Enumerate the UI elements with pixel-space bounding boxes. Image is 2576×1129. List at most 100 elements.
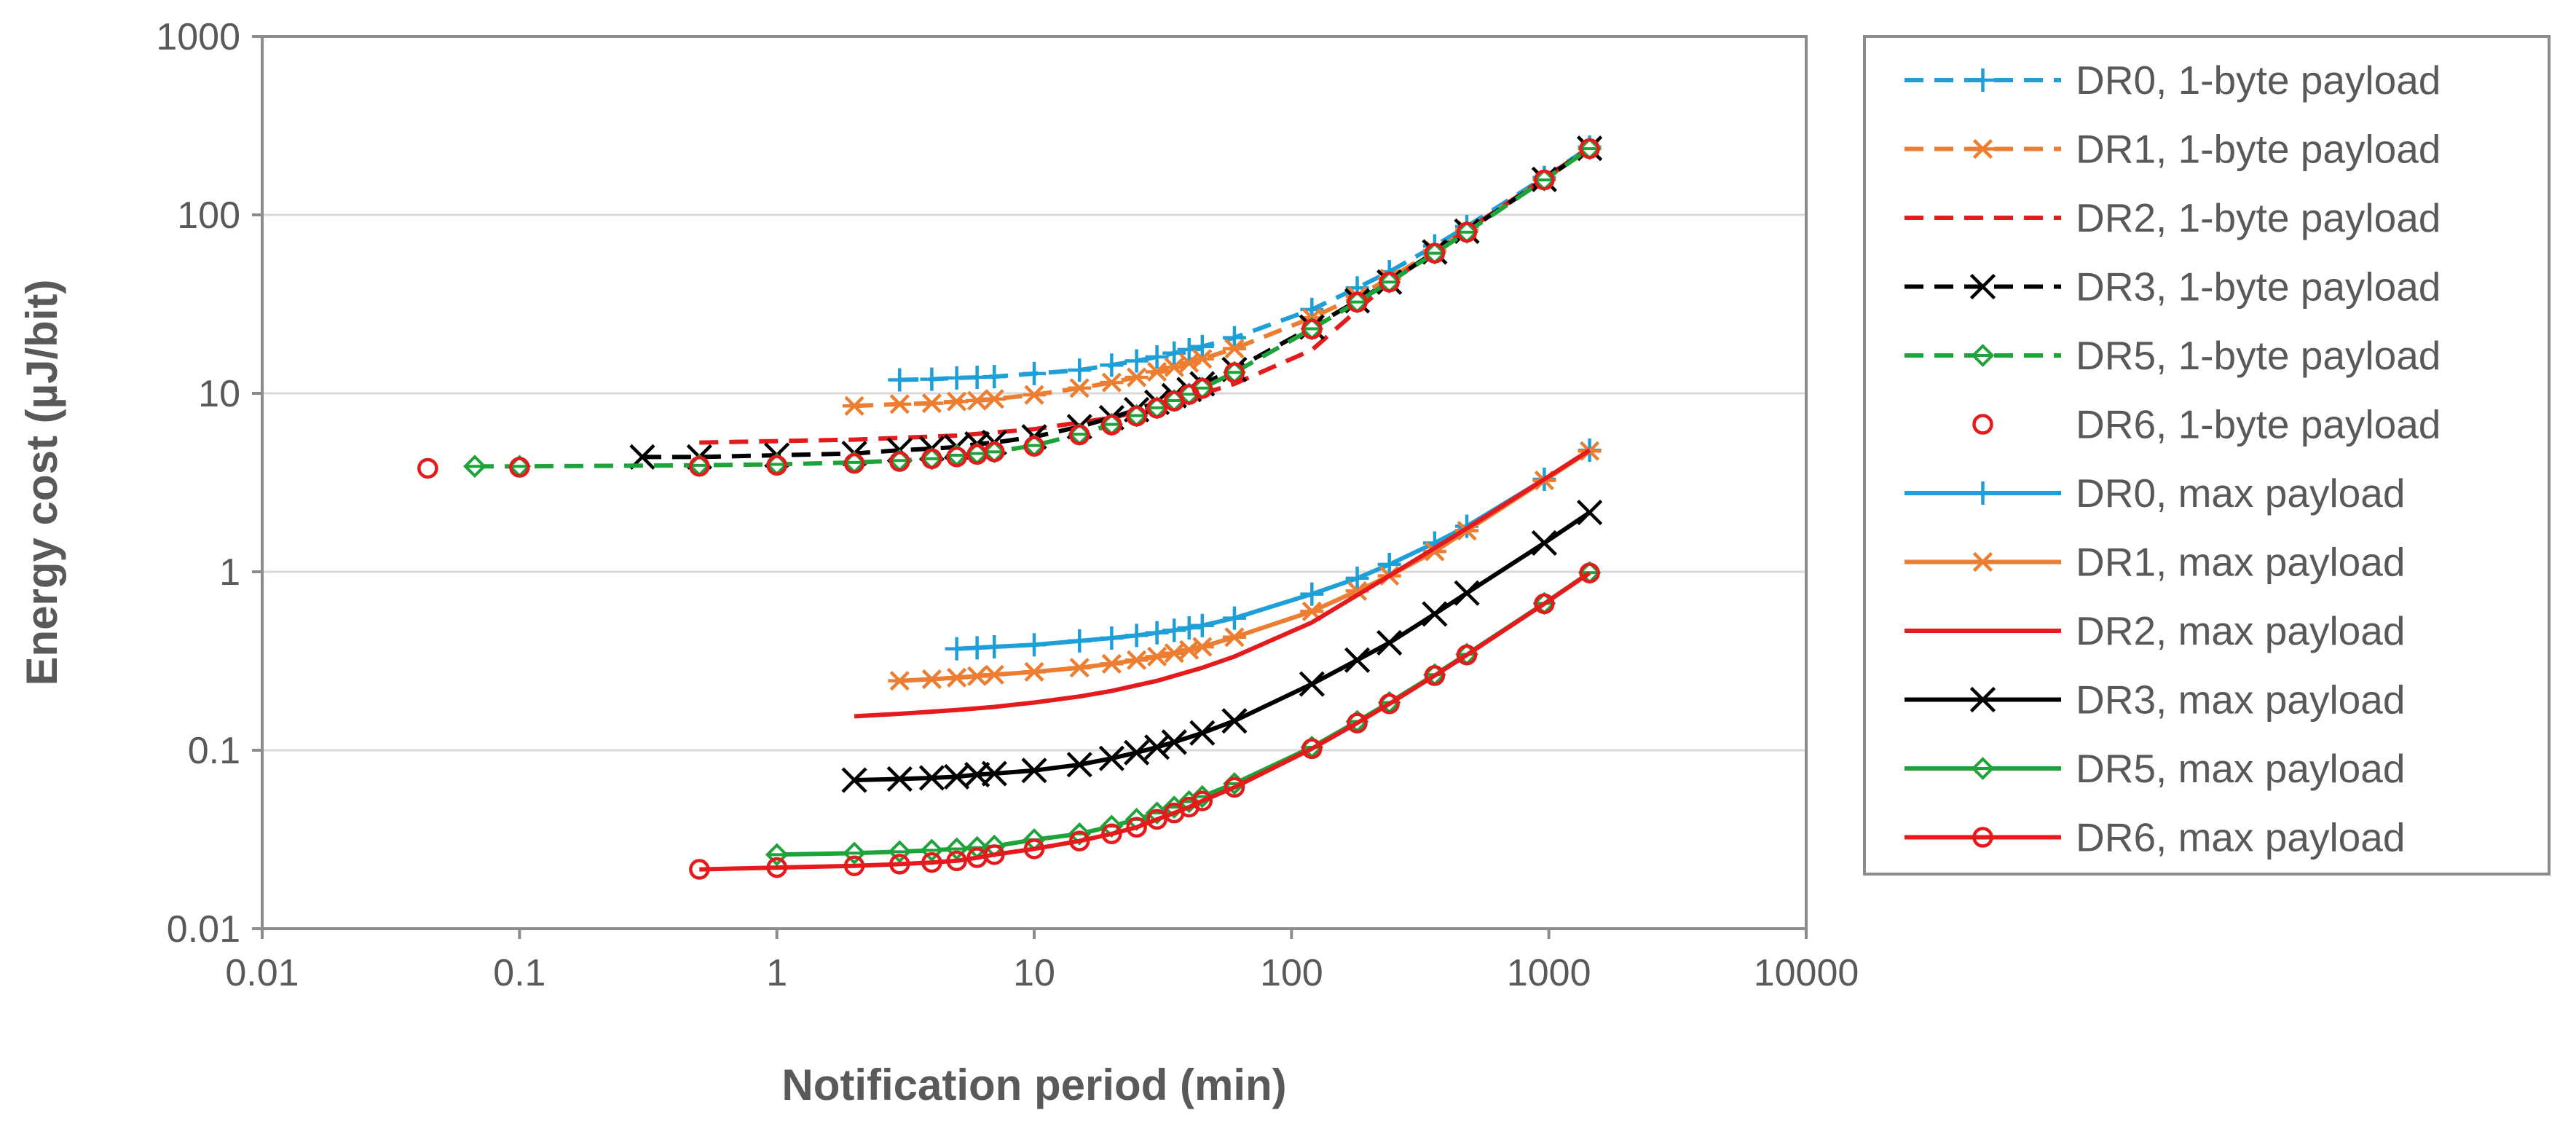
data-point: [945, 391, 969, 412]
data-point: [888, 840, 912, 864]
y-tick-label: 0.1: [188, 730, 240, 772]
data-point: [984, 844, 1005, 865]
data-point: [1299, 671, 1325, 697]
data-point: [1146, 809, 1167, 830]
x-axis-title: Notification period (min): [781, 1061, 1286, 1109]
legend-entry: DR0, max payload: [1905, 471, 2405, 516]
data-point: [982, 365, 1007, 389]
x-tick-label: 10000: [1754, 952, 1859, 994]
data-point: [1224, 362, 1245, 383]
data-point: [1124, 739, 1150, 766]
legend-entry: DR2, 1-byte payload: [1905, 195, 2441, 240]
data-point: [1100, 372, 1124, 393]
series-6: [417, 138, 1600, 479]
data-point: [1379, 272, 1400, 293]
series-1: [888, 135, 1602, 392]
data-point: [981, 760, 1007, 787]
legend-label: DR0, max payload: [2076, 471, 2405, 516]
data-point: [1023, 361, 1046, 385]
data-point: [689, 455, 710, 477]
legend-entry: DR6, max payload: [1905, 815, 2405, 860]
data-point: [982, 664, 1007, 685]
y-tick-label: 1000: [156, 16, 240, 58]
series-line: [854, 448, 1591, 719]
legend-marker: [1971, 344, 1995, 367]
series-9: [854, 448, 1591, 719]
legend-label: DR5, max payload: [2076, 746, 2405, 791]
data-point: [1345, 566, 1369, 590]
data-point: [1222, 326, 1246, 350]
data-point: [921, 448, 942, 470]
data-point: [766, 455, 787, 476]
legend-entry: DR3, 1-byte payload: [1905, 264, 2441, 310]
y-tick-label: 10: [198, 373, 240, 415]
data-point: [1162, 643, 1186, 664]
data-point: [1023, 385, 1046, 405]
data-point: [1221, 708, 1248, 734]
data-point: [1124, 623, 1149, 648]
legend-entry: DR1, 1-byte payload: [1905, 127, 2441, 172]
x-tick-label: 0.1: [493, 952, 545, 994]
series-line: [642, 146, 1591, 460]
legend-label: DR3, 1-byte payload: [2076, 264, 2441, 310]
data-point: [1424, 243, 1446, 264]
series-3: [699, 146, 1591, 445]
data-point: [1190, 349, 1214, 369]
data-point: [1162, 618, 1186, 642]
legend-label: DR3, max payload: [2076, 677, 2405, 723]
x-tick-label: 100: [1260, 952, 1323, 994]
data-point: [1023, 436, 1045, 457]
data-point: [1422, 601, 1448, 627]
legend-entry: DR6, 1-byte payload: [1972, 402, 2441, 447]
data-point: [843, 855, 865, 876]
series-5: [463, 137, 1602, 479]
data-point: [945, 637, 969, 661]
data-point: [982, 389, 1007, 409]
x-tick-label: 1: [766, 952, 787, 994]
data-point: [918, 765, 945, 791]
data-point: [1301, 738, 1323, 760]
data-point: [1531, 530, 1557, 556]
data-point: [888, 368, 912, 392]
data-point: [766, 857, 787, 878]
series-7: [945, 438, 1602, 661]
data-point: [1021, 758, 1047, 784]
y-tick-label: 1: [219, 551, 240, 594]
legend-label: DR2, 1-byte payload: [2076, 195, 2441, 240]
data-point: [1066, 752, 1092, 778]
data-point: [1344, 647, 1371, 673]
legend-marker: [1971, 68, 1995, 92]
data-point: [1579, 562, 1600, 583]
data-point: [1177, 615, 1201, 640]
data-point: [1162, 341, 1186, 365]
series-12: [689, 562, 1600, 880]
x-axis-ticks: 0.01 0.1 1 10 100 1000 10000: [225, 929, 1859, 994]
legend-label: DR5, 1-byte payload: [2076, 333, 2441, 378]
data-point: [1222, 606, 1246, 630]
data-point: [841, 767, 867, 793]
data-point: [1222, 339, 1246, 359]
legend-frame: [1863, 35, 2551, 876]
data-point: [1347, 712, 1368, 733]
data-point: [1145, 646, 1169, 666]
legend-marker: [1971, 757, 1995, 780]
legend-marker: [1969, 273, 1996, 300]
data-point: [1192, 790, 1213, 811]
data-point: [946, 850, 967, 872]
data-point: [1161, 729, 1187, 755]
data-point: [920, 393, 944, 414]
data-point: [920, 367, 944, 391]
legend-marker: [1972, 827, 1993, 848]
data-point: [1300, 582, 1324, 606]
data-point: [1534, 169, 1555, 191]
legend-marker: [1971, 138, 1995, 160]
data-point: [843, 452, 865, 474]
data-point: [946, 447, 967, 468]
series-line: [474, 146, 1591, 469]
legend-label: DR2, max payload: [2076, 608, 2405, 653]
legend-label: DR1, 1-byte payload: [2076, 127, 2441, 172]
x-tick-label: 10: [1013, 952, 1055, 994]
data-point: [1190, 637, 1214, 657]
data-point: [1124, 367, 1149, 388]
